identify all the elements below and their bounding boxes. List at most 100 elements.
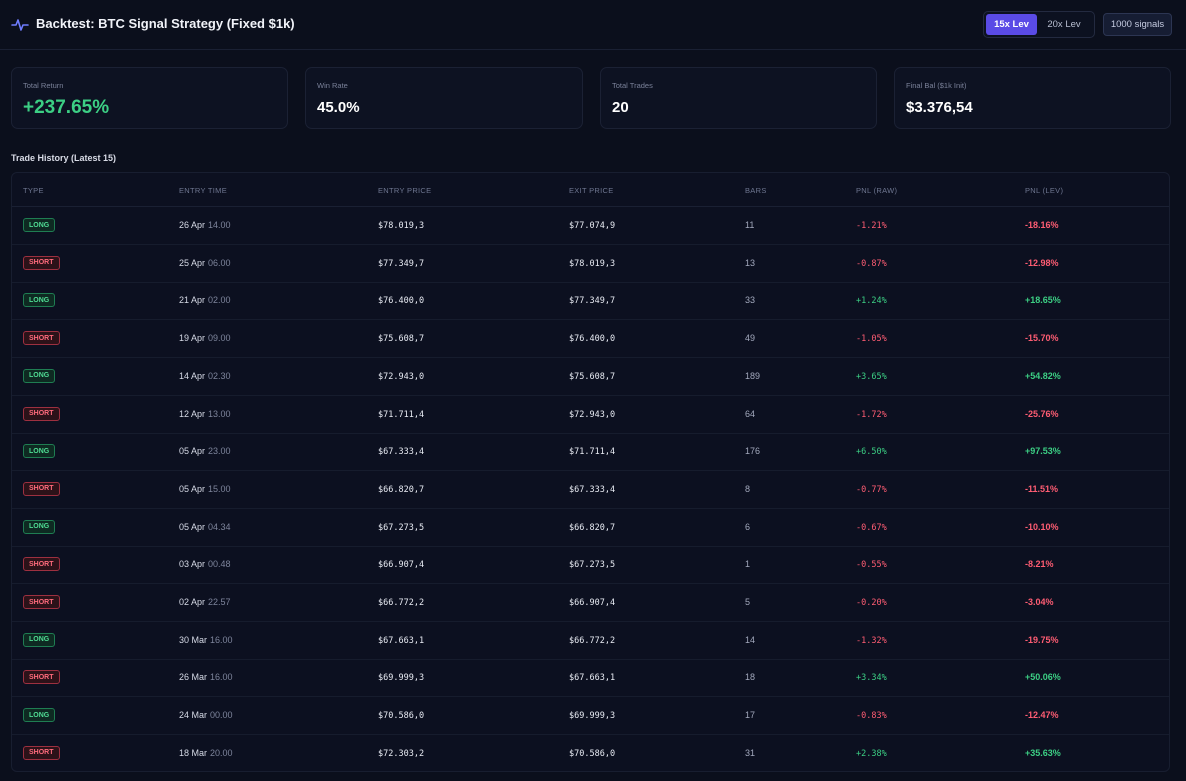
entry-price-cell: $77.349,7	[378, 258, 425, 269]
entry-hour: 16.00	[210, 672, 233, 683]
table-row: LONG 14 Apr 02.30 $72.943,0 $75.608,7 189 +3.6…	[12, 358, 1169, 396]
column-header-exit-price: EXIT PRICE	[569, 186, 614, 195]
entry-time-cell: 26 Apr 14.00	[179, 220, 231, 230]
entry-date: 05 Apr	[179, 483, 206, 494]
stat-card-final-balance: Final Bal ($1k Init) $3.376,54	[894, 67, 1171, 129]
entry-hour: 00.48	[208, 559, 231, 570]
entry-date: 30 Mar	[179, 634, 208, 645]
pnl-raw-cell: -0.20%	[856, 598, 887, 608]
exit-price-cell: $77.074,9	[569, 221, 616, 231]
bars-cell: 11	[745, 220, 755, 230]
entry-time-cell: 12 Apr 13.00	[179, 409, 231, 419]
pnl-lev-cell: -3.04%	[1025, 597, 1054, 607]
bars-cell: 49	[745, 333, 756, 344]
pnl-lev-cell: +50.06%	[1025, 672, 1061, 683]
pnl-lev-cell: +35.63%	[1025, 747, 1061, 758]
exit-price-cell: $67.333,4	[569, 484, 616, 495]
trade-history-title: Trade History (Latest 15)	[11, 153, 117, 163]
entry-time-cell: 05 Apr 04.34	[179, 522, 231, 532]
entry-date: 19 Apr	[179, 333, 206, 344]
entry-date: 14 Apr	[179, 370, 206, 381]
trade-history-table: TYPE ENTRY TIME ENTRY PRICE EXIT PRICE B…	[11, 172, 1170, 772]
stat-card-total-trades: Total Trades 20	[600, 67, 877, 129]
bars-cell: 14	[745, 634, 756, 645]
entry-hour: 13.00	[208, 408, 231, 419]
entry-date: 26 Apr	[179, 220, 206, 230]
table-header: TYPE ENTRY TIME ENTRY PRICE EXIT PRICE B…	[12, 173, 1169, 207]
bars-cell: 8	[745, 483, 751, 494]
signals-count-button[interactable]: 1000 signals	[1103, 13, 1172, 36]
table-row: SHORT 25 Apr 06.00 $77.349,7 $78.019,3 13 -0.8…	[12, 245, 1169, 283]
bars-cell: 6	[745, 521, 751, 532]
pnl-lev-cell: -10.10%	[1025, 521, 1059, 532]
pnl-lev-cell: -18.16%	[1025, 220, 1059, 230]
pnl-raw-cell: -1.72%	[856, 409, 887, 420]
column-header-bars: BARS	[745, 186, 767, 195]
bars-cell: 64	[745, 408, 756, 419]
leverage-20x-button[interactable]: 20x Lev	[1047, 19, 1081, 30]
entry-time-cell: 21 Apr 02.00	[179, 295, 231, 305]
pnl-lev-cell: -12.47%	[1025, 710, 1059, 721]
entry-time-cell: 02 Apr 22.57	[179, 597, 231, 607]
entry-price-cell: $66.820,7	[378, 484, 425, 495]
bars-cell: 13	[745, 257, 756, 268]
column-header-pnl-raw: PNL (RAW)	[856, 186, 898, 195]
bars-cell: 5	[745, 597, 751, 607]
trade-type-badge: LONG	[23, 444, 56, 459]
trade-type-badge: SHORT	[23, 331, 60, 346]
entry-price-cell: $67.333,4	[378, 447, 425, 458]
entry-time-cell: 05 Apr 15.00	[179, 484, 231, 494]
trade-type-badge: SHORT	[23, 406, 60, 421]
exit-price-cell: $72.943,0	[569, 409, 616, 420]
exit-price-cell: $70.586,0	[569, 748, 616, 759]
exit-price-cell: $67.663,1	[569, 673, 616, 684]
entry-price-cell: $72.943,0	[378, 371, 425, 382]
trade-type-badge: LONG	[23, 632, 56, 647]
entry-hour: 02.00	[208, 295, 231, 306]
entry-price-cell: $70.586,0	[378, 711, 425, 722]
pnl-lev-cell: -15.70%	[1025, 333, 1059, 344]
pnl-lev-cell: +54.82%	[1025, 370, 1061, 381]
app-header: Backtest: BTC Signal Strategy (Fixed $1k…	[0, 0, 1186, 50]
entry-price-cell: $75.608,7	[378, 334, 425, 345]
entry-price-cell: $71.711,4	[378, 409, 425, 420]
pnl-raw-cell: -1.32%	[856, 635, 887, 646]
pnl-raw-cell: -0.83%	[856, 711, 887, 722]
entry-time-cell: 25 Apr 06.00	[179, 258, 231, 268]
entry-time-cell: 14 Apr 02.30	[179, 371, 231, 381]
pnl-raw-cell: +6.50%	[856, 447, 887, 458]
page-title: Backtest: BTC Signal Strategy (Fixed $1k…	[36, 16, 295, 31]
table-row: SHORT 19 Apr 09.00 $75.608,7 $76.400,0 49 -1.0…	[12, 320, 1169, 359]
trade-type-badge: SHORT	[23, 745, 60, 760]
activity-pulse-icon	[11, 19, 29, 31]
pnl-lev-cell: -12.98%	[1025, 257, 1059, 268]
pnl-lev-cell: -11.51%	[1025, 483, 1059, 494]
entry-time-cell: 18 Mar 20.00	[179, 748, 233, 758]
entry-price-cell: $66.907,4	[378, 560, 425, 571]
stat-label: Final Bal ($1k Init)	[906, 81, 967, 90]
stat-label: Total Trades	[612, 81, 653, 90]
stat-card-win-rate: Win Rate 45.0%	[305, 67, 583, 129]
trade-type-badge: LONG	[23, 519, 56, 534]
column-header-entry-price: ENTRY PRICE	[378, 186, 432, 195]
entry-date: 02 Apr	[179, 597, 206, 607]
bars-cell: 189	[745, 370, 761, 381]
pnl-raw-cell: -1.21%	[856, 221, 887, 231]
entry-hour: 00.00	[210, 710, 233, 721]
entry-price-cell: $72.303,2	[378, 748, 425, 759]
table-row: LONG 26 Apr 14.00 $78.019,3 $77.074,9 11 -1.21…	[12, 207, 1169, 245]
entry-time-cell: 03 Apr 00.48	[179, 559, 231, 569]
trade-type-badge: LONG	[23, 218, 56, 232]
leverage-15x-button[interactable]: 15x Lev	[986, 14, 1037, 35]
trade-type-badge: SHORT	[23, 595, 60, 609]
column-header-type: TYPE	[23, 186, 44, 195]
trade-type-badge: SHORT	[23, 481, 60, 496]
leverage-toggle: 15x Lev 20x Lev	[983, 11, 1095, 38]
table-row: SHORT 05 Apr 15.00 $66.820,7 $67.333,4 8 -0.77…	[12, 471, 1169, 509]
exit-price-cell: $66.820,7	[569, 522, 616, 533]
trade-type-badge: SHORT	[23, 670, 60, 685]
bars-cell: 31	[745, 747, 756, 758]
entry-time-cell: 05 Apr 23.00	[179, 446, 231, 456]
entry-time-cell: 19 Apr 09.00	[179, 333, 231, 343]
pnl-raw-cell: +3.34%	[856, 673, 887, 684]
